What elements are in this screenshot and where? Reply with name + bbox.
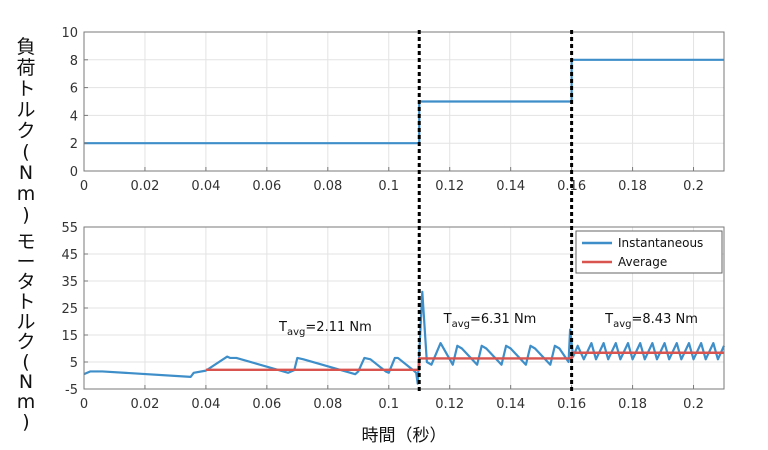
y-tick-label: 25: [61, 302, 78, 317]
x-tick-label: 0.02: [130, 179, 159, 194]
legend-label: Instantaneous: [618, 236, 703, 250]
legend-box: [575, 230, 723, 274]
y-tick-label: 4: [70, 109, 78, 124]
average-annotation: Tavg=8.43 Nm: [604, 312, 698, 330]
y-tick-label: 2: [70, 137, 78, 152]
x-tick-label: 0.1: [378, 397, 399, 412]
y-tick-label: 10: [61, 26, 78, 41]
x-tick-label: 0.08: [313, 179, 342, 194]
x-tick-label: 0.2: [683, 179, 704, 194]
y-tick-label: -5: [65, 383, 78, 398]
x-tick-label: 0.02: [130, 397, 159, 412]
x-axis-label: 時間（秒）: [362, 426, 447, 446]
average-annotation: Tavg=6.31 Nm: [443, 312, 537, 330]
legend: Instantaneous Average: [575, 230, 723, 274]
y-tick-label: 35: [61, 275, 78, 290]
x-tick-label: 0.18: [618, 397, 647, 412]
x-tick-label: 0.06: [252, 179, 281, 194]
x-tick-label: 0.1: [378, 179, 399, 194]
y-tick-label: 8: [70, 54, 78, 69]
axes-frame: [83, 31, 725, 172]
y-tick-label: 15: [61, 329, 78, 344]
x-tick-label: 0.2: [683, 397, 704, 412]
x-tick-label: 0.14: [496, 179, 525, 194]
series-line-average: [205, 351, 724, 371]
y-tick-label: 55: [61, 221, 78, 236]
x-tick-label: 0.14: [496, 397, 525, 412]
y-tick-label: 6: [70, 82, 78, 97]
x-tick-label: 0.08: [313, 397, 342, 412]
load-torque-chart: 00.020.040.060.080.10.120.140.160.180.20…: [16, 26, 725, 226]
x-tick-label: 0.06: [252, 397, 281, 412]
x-tick-label: 0.12: [435, 179, 464, 194]
average-annotation: Tavg=2.11 Nm: [278, 320, 372, 338]
x-tick-label: 0: [80, 397, 88, 412]
motor-torque-chart: 0 0.02 0.04 0.06 0.08 0.1 0.12 0.14 0.16 0.18 0.2 -…: [16, 221, 726, 446]
x-tick-label: 0.16: [557, 397, 586, 412]
x-tick-label: 0.12: [435, 397, 464, 412]
series-line-instantaneous: [83, 290, 726, 385]
y-tick-label: 5: [70, 356, 78, 371]
x-tick-label: 0.04: [191, 179, 220, 194]
x-tick-label: 0: [80, 179, 88, 194]
x-tick-label: 0.18: [618, 179, 647, 194]
legend-label: Average: [618, 255, 667, 269]
step-time-markers: [417, 30, 574, 393]
plot-area: [84, 32, 724, 171]
x-tick-label: 0.04: [191, 397, 220, 412]
y-tick-label: 0: [70, 165, 78, 180]
y-tick-label: 45: [61, 248, 78, 263]
series-line-load-torque: [84, 58, 724, 145]
